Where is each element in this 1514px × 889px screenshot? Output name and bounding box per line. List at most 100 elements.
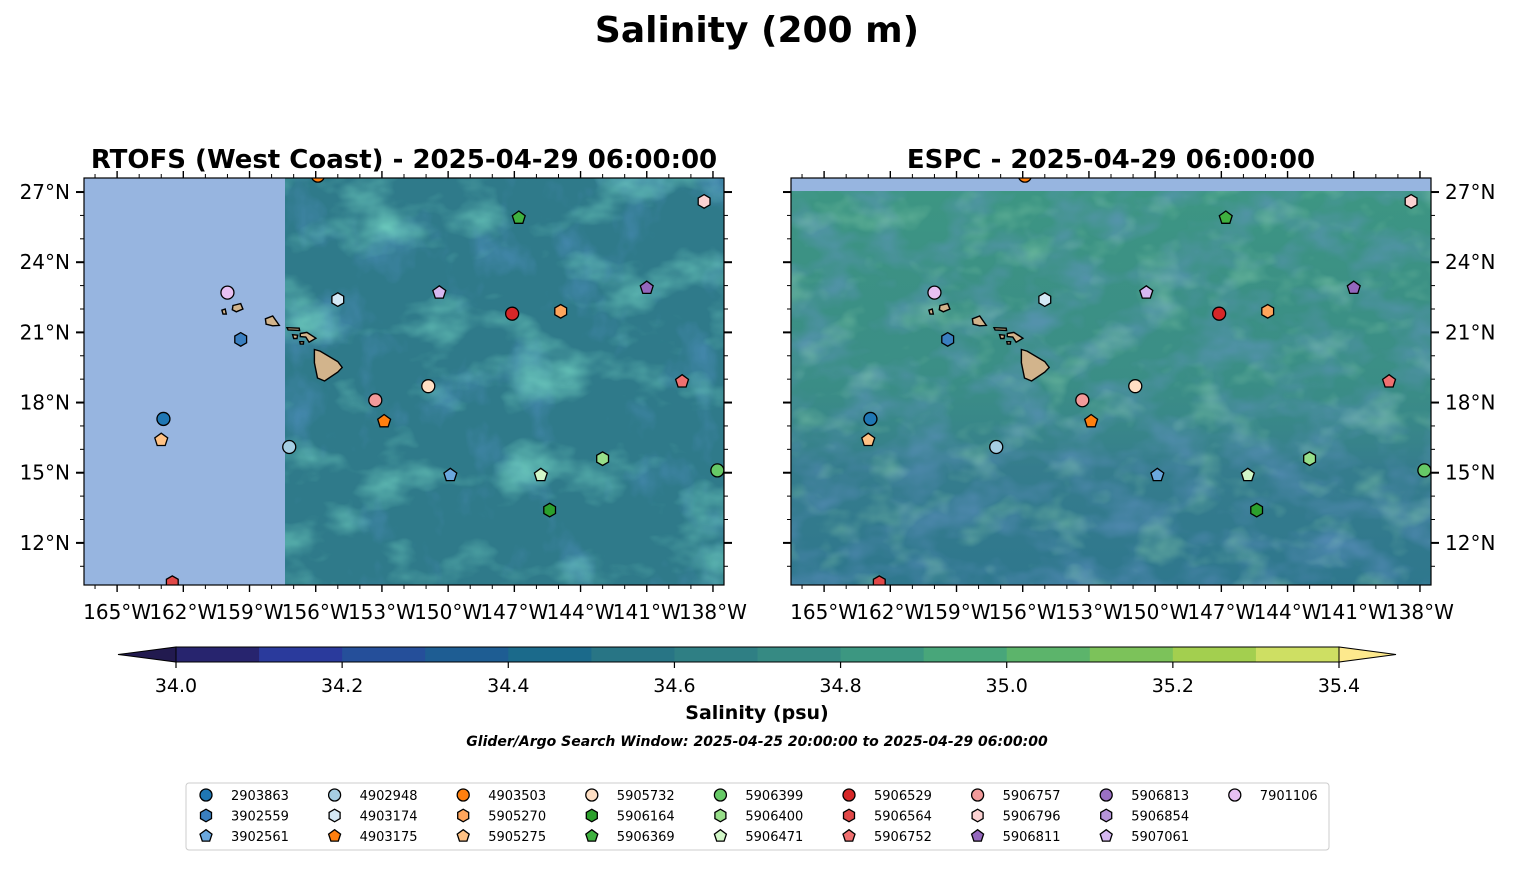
legend-marker-5906854 xyxy=(1100,808,1113,823)
legend-label-5907061: 5907061 xyxy=(1131,830,1189,845)
islands-espc xyxy=(928,302,1051,382)
x-tick-label: 162°W xyxy=(856,600,924,624)
colorbar-over-arrow xyxy=(1338,646,1397,663)
y-tick-label: 15°N xyxy=(1445,461,1495,485)
float-marker-4903174 xyxy=(331,292,345,308)
x-tick-label: 156°W xyxy=(989,600,1057,624)
float-marker-4903174 xyxy=(1038,292,1052,308)
float-marker-5906400 xyxy=(1303,451,1317,467)
float-marker-5906796 xyxy=(697,193,711,209)
legend-marker-7901106 xyxy=(1228,788,1242,802)
x-tick-label: 141°W xyxy=(1320,600,1388,624)
float-marker-5906164 xyxy=(543,502,557,518)
float-marker-5905270 xyxy=(1261,303,1275,319)
x-tick-label: 150°W xyxy=(1121,600,1189,624)
y-tick-label: 24°N xyxy=(20,250,70,274)
legend-marker-5906796 xyxy=(971,808,984,823)
island-niihau xyxy=(928,308,935,315)
colorbar-segment xyxy=(342,647,426,662)
float-marker-5906400 xyxy=(596,451,610,467)
legend-label-4903175: 4903175 xyxy=(360,830,418,845)
float-marker-5906399 xyxy=(710,463,724,478)
island-kahoolawe xyxy=(298,341,305,345)
islands-rtofs xyxy=(221,302,344,382)
colorbar-segment xyxy=(591,647,676,662)
legend-marker-3902561 xyxy=(199,828,213,842)
colorbar-segment xyxy=(840,647,925,662)
colorbar-tick-label: 34.4 xyxy=(487,675,529,697)
float-marker-5906796 xyxy=(1404,193,1418,209)
y-tick-label: 15°N xyxy=(20,461,70,485)
legend-label-5905275: 5905275 xyxy=(488,830,546,845)
float-marker-5905275 xyxy=(154,432,169,447)
legend-label-5906811: 5906811 xyxy=(1003,830,1061,845)
colorbar-tick-label: 34.6 xyxy=(653,675,695,697)
colorbar-segment xyxy=(1089,647,1174,662)
island-hawaii xyxy=(1020,348,1051,382)
x-tick-label: 153°W xyxy=(1055,600,1123,624)
x-tick-label: 159°W xyxy=(923,600,991,624)
float-marker-5907061 xyxy=(1139,284,1154,299)
colorbar-segment xyxy=(508,647,592,662)
legend-label-5906757: 5906757 xyxy=(1003,789,1061,804)
legend-marker-5906369 xyxy=(585,828,599,842)
legend-marker-4903174 xyxy=(328,808,341,823)
legend-marker-5906471 xyxy=(713,828,728,842)
legend-marker-5905275 xyxy=(456,828,470,842)
legend-marker-5906529 xyxy=(842,788,856,802)
island-molokai xyxy=(992,326,1008,332)
legend-marker-5906400 xyxy=(714,808,727,823)
island-oahu xyxy=(971,315,988,327)
y-tick-label: 12°N xyxy=(1445,531,1495,555)
float-marker-5906369 xyxy=(1218,210,1233,224)
float-marker-3902559 xyxy=(941,331,955,347)
float-marker-5906164 xyxy=(1250,502,1264,518)
colorbar-segment xyxy=(425,647,509,662)
legend-marker-5906752 xyxy=(842,828,856,842)
colorbar-segment xyxy=(923,647,1008,662)
y-tick-label: 12°N xyxy=(20,531,70,555)
float-marker-5906757 xyxy=(1075,393,1090,408)
y-tick-label: 21°N xyxy=(20,320,70,344)
legend-label-4903174: 4903174 xyxy=(360,810,418,825)
legend-label-5906854: 5906854 xyxy=(1131,810,1189,825)
legend-label-5906529: 5906529 xyxy=(874,789,932,804)
float-marker-5905732 xyxy=(1128,379,1143,394)
y-tick-label: 27°N xyxy=(1445,180,1495,204)
map-panel-espc: ESPC - 2025-04-29 06:00:00 165°W162°W159… xyxy=(783,145,1495,624)
float-marker-5905275 xyxy=(861,432,876,447)
colorbar-tick-label: 34.0 xyxy=(155,675,197,697)
x-tick-label: 138°W xyxy=(679,600,747,624)
y-tick-label: 18°N xyxy=(20,391,70,415)
y-tick-label: 24°N xyxy=(1445,250,1495,274)
colorbar-segment xyxy=(1255,647,1340,662)
figure-title: Salinity (200 m) xyxy=(595,10,919,51)
float-marker-4902948 xyxy=(282,439,297,455)
x-tick-label: 147°W xyxy=(480,600,548,624)
legend-marker-4903175 xyxy=(327,828,342,842)
colorbar-segment xyxy=(176,647,260,662)
float-marker-5906471 xyxy=(533,467,549,482)
float-marker-2903863 xyxy=(863,411,878,427)
x-tick-label: 162°W xyxy=(149,600,217,624)
float-marker-5905732 xyxy=(421,379,436,394)
legend-label-2903863: 2903863 xyxy=(231,789,289,804)
island-kauai xyxy=(231,302,244,313)
legend-box xyxy=(185,782,1330,851)
colorbar-under-arrow xyxy=(117,646,177,663)
legend-marker-2903863 xyxy=(199,788,213,802)
axes-rtofs: 165°W162°W159°W156°W153°W150°W147°W144°W… xyxy=(20,171,747,624)
legend-label-5905732: 5905732 xyxy=(617,789,675,804)
float-marker-7901106 xyxy=(220,285,235,300)
float-marker-4902948 xyxy=(989,439,1004,455)
island-kahoolawe xyxy=(1005,341,1012,345)
float-marker-5906529 xyxy=(504,306,520,321)
legend-label-4903503: 4903503 xyxy=(488,789,546,804)
colorbar-segment xyxy=(757,647,842,662)
legend-marker-5907061 xyxy=(1099,828,1113,842)
island-lanai xyxy=(998,333,1006,340)
search-window-caption: Glider/Argo Search Window: 2025-04-25 20… xyxy=(466,734,1048,750)
legend-label-5906564: 5906564 xyxy=(874,810,932,825)
legend-marker-5905270 xyxy=(457,808,470,823)
